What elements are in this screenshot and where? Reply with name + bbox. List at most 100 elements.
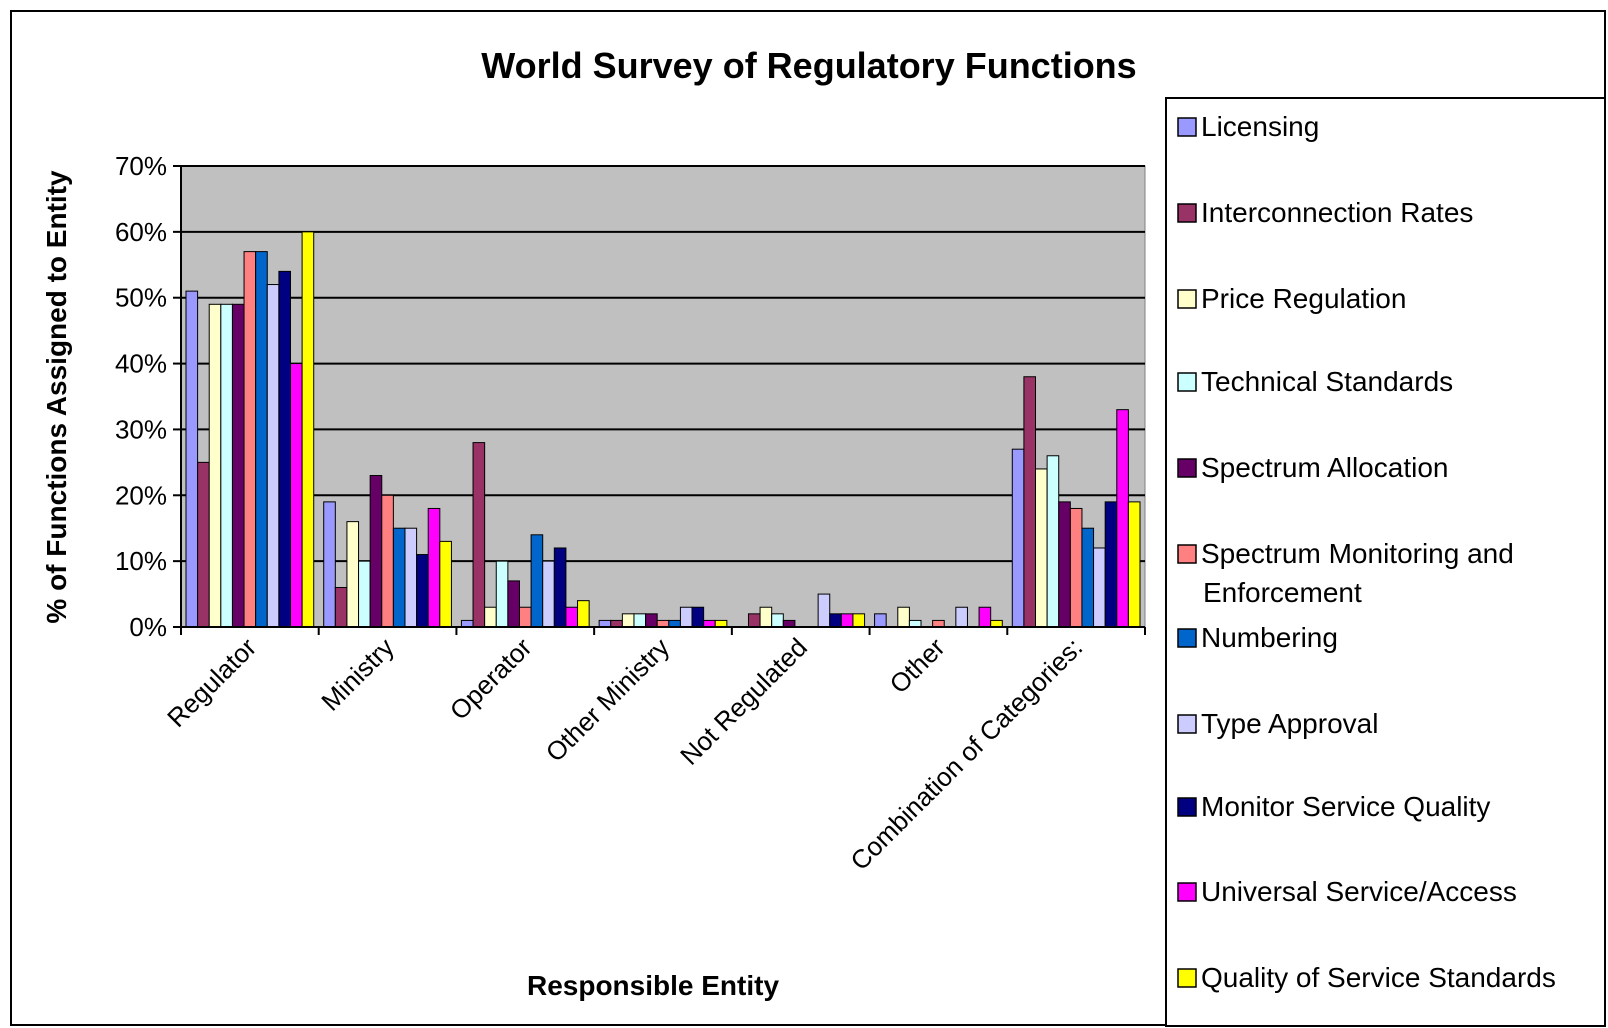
bar [416, 554, 429, 628]
x-axis-label: Responsible Entity [527, 970, 779, 1001]
bar [381, 494, 394, 628]
bar [577, 600, 590, 628]
legend-swatch [1177, 458, 1197, 478]
bar [197, 461, 210, 628]
legend-swatch [1177, 714, 1197, 734]
bar [542, 560, 555, 628]
x-tick-label: Other [883, 632, 950, 699]
legend-swatch [1177, 203, 1197, 223]
bar [495, 560, 509, 628]
legend-label: Universal Service/Access [1201, 876, 1517, 907]
x-tick-label: Combination of Categories: [844, 632, 1088, 876]
bar [392, 527, 406, 628]
legend-label: Spectrum Allocation [1201, 452, 1448, 483]
bar [1011, 448, 1025, 628]
legend-label: Technical Standards [1201, 366, 1453, 397]
bar [897, 606, 910, 628]
bar [301, 231, 315, 628]
chart-title: World Survey of Regulatory Functions [481, 45, 1136, 86]
y-tick-label: 40% [115, 349, 167, 379]
bar [278, 270, 291, 628]
legend-swatch [1177, 372, 1197, 392]
y-axis-label: % of Functions Assigned to Entity [41, 170, 72, 624]
bar [231, 303, 245, 628]
x-tick-label: Regulator [161, 632, 262, 733]
bar [255, 251, 268, 628]
legend-label: Type Approval [1201, 708, 1378, 739]
legend-swatch [1177, 882, 1197, 902]
legend-label: Spectrum Monitoring and [1201, 538, 1514, 569]
bar [439, 540, 452, 628]
plot-area [180, 165, 1146, 628]
bar [817, 593, 831, 628]
y-tick-label: 70% [115, 151, 167, 181]
y-tick-label: 10% [115, 546, 167, 576]
bar [185, 290, 199, 628]
bar [208, 303, 222, 628]
bar [747, 613, 761, 628]
bar [358, 560, 371, 628]
y-tick-label: 30% [115, 414, 167, 444]
bar [243, 251, 257, 628]
bar [472, 442, 486, 628]
y-tick-label: 0% [129, 612, 167, 642]
bar [323, 501, 336, 628]
bar [852, 613, 866, 628]
x-tick-label: Operator [444, 632, 538, 726]
x-tick-label: Not Regulated [674, 632, 813, 771]
bar [955, 606, 968, 628]
legend-swatch [1177, 628, 1197, 648]
bar [530, 534, 544, 628]
bar [759, 606, 773, 628]
bar [1127, 501, 1141, 628]
legend-box [1165, 97, 1606, 1027]
bar [289, 363, 303, 628]
bar [771, 613, 784, 628]
legend-swatch [1177, 968, 1197, 988]
legend-swatch [1177, 117, 1197, 137]
bar [1104, 501, 1118, 628]
legend-swatch [1177, 544, 1197, 564]
bar [334, 586, 348, 628]
bar [220, 303, 233, 628]
legend-label: Numbering [1201, 622, 1338, 653]
legend-label: Monitor Service Quality [1201, 791, 1490, 822]
legend-label: Price Regulation [1201, 283, 1406, 314]
y-tick-label: 20% [115, 480, 167, 510]
bar [874, 613, 887, 628]
bar [484, 606, 497, 628]
bar [645, 613, 658, 628]
bar [978, 606, 992, 628]
x-tick-label: Other Ministry [540, 632, 676, 768]
bar [565, 606, 579, 628]
bar [518, 606, 532, 628]
bar [346, 521, 360, 628]
y-tick-label: 60% [115, 217, 167, 247]
bar [1116, 409, 1129, 628]
bar [621, 613, 635, 628]
bar [1058, 501, 1071, 628]
bar [1046, 455, 1060, 628]
legend-label: Quality of Service Standards [1201, 962, 1556, 993]
bar [1093, 547, 1106, 628]
bar [1069, 507, 1083, 628]
bar [553, 547, 567, 628]
legend-label: Interconnection Rates [1201, 197, 1473, 228]
bar [691, 606, 705, 628]
bar [404, 527, 418, 628]
bar [1035, 468, 1048, 628]
y-tick-label: 50% [115, 283, 167, 313]
bar [369, 475, 383, 628]
bar [679, 606, 693, 628]
x-tick-label: Ministry [315, 632, 400, 717]
bar [1081, 527, 1095, 628]
bar [840, 613, 854, 628]
bar [633, 613, 647, 628]
legend-swatch [1177, 797, 1197, 817]
legend-swatch [1177, 289, 1197, 309]
bar [829, 613, 842, 628]
bar [1023, 376, 1037, 628]
bar [507, 580, 520, 628]
bar [427, 507, 441, 628]
